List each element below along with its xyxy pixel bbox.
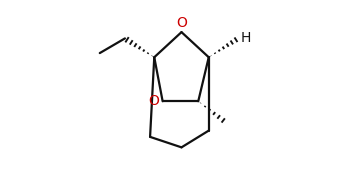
Text: H: H <box>241 31 251 45</box>
Text: O: O <box>148 94 159 108</box>
Text: O: O <box>176 16 187 30</box>
